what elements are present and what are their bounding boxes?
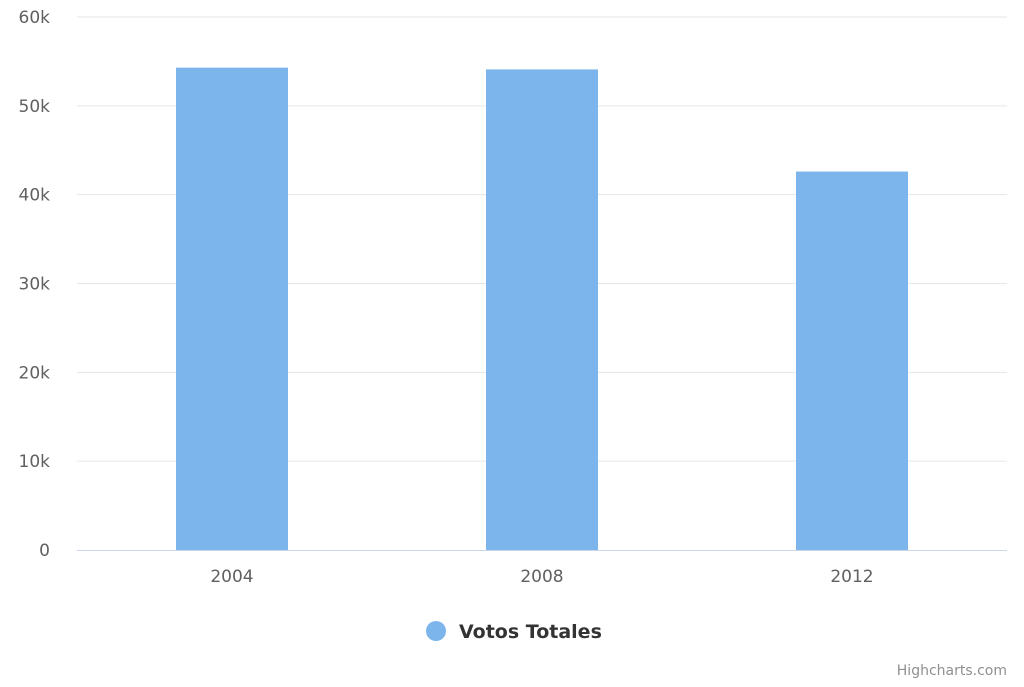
x-tick-label: 2012	[830, 567, 873, 587]
credits-link[interactable]: Highcharts.com	[897, 663, 1007, 679]
y-tick-label: 60k	[19, 8, 51, 28]
bar-2012[interactable]	[796, 171, 908, 550]
x-tick-label: 2008	[520, 567, 563, 587]
x-axis-labels: 2004 2008 2012	[210, 567, 873, 587]
y-tick-label: 30k	[19, 275, 51, 295]
y-tick-label: 10k	[19, 452, 51, 472]
bar-2004[interactable]	[176, 67, 288, 550]
y-tick-label: 20k	[19, 363, 51, 383]
y-tick-label: 0	[39, 541, 50, 561]
bars	[176, 67, 908, 550]
bar-2008[interactable]	[486, 69, 598, 550]
y-tick-label: 50k	[19, 97, 51, 117]
x-tick-label: 2004	[210, 567, 253, 587]
legend-symbol[interactable]	[426, 621, 446, 641]
y-tick-label: 40k	[19, 186, 51, 206]
legend[interactable]: Votos Totales	[426, 621, 602, 643]
legend-label[interactable]: Votos Totales	[459, 621, 602, 643]
y-axis-labels: 0 10k 20k 30k 40k 50k 60k	[19, 8, 51, 561]
